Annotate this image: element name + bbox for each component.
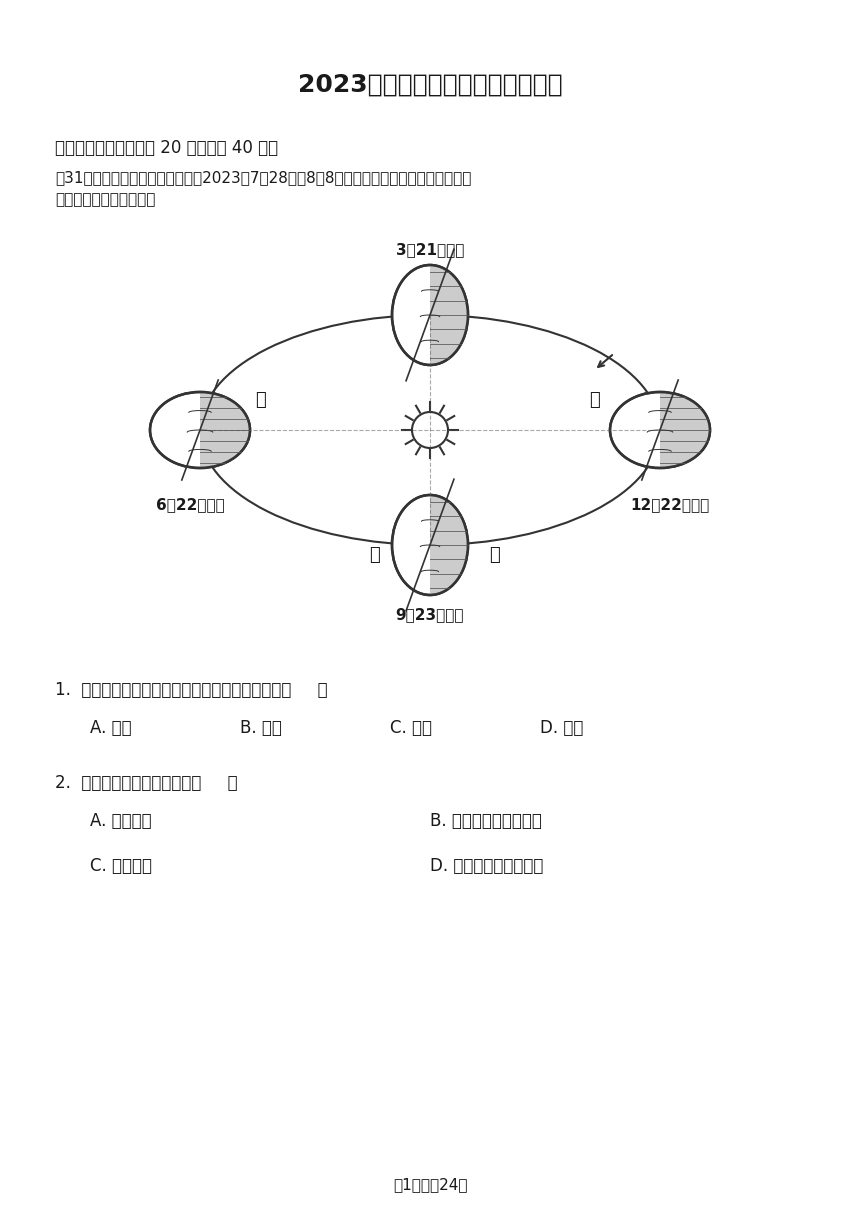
- Text: 意图，据此完成各小题。: 意图，据此完成各小题。: [55, 192, 156, 208]
- Text: 9月23日前后: 9月23日前后: [396, 608, 464, 623]
- Text: D. 昼长达到一年中最长: D. 昼长达到一年中最长: [430, 857, 544, 876]
- Text: 1.  该运动会举办期间，地球运动到公转轨道上的（     ）: 1. 该运动会举办期间，地球运动到公转轨道上的（ ）: [55, 681, 328, 699]
- Text: 第1页，共24页: 第1页，共24页: [393, 1177, 467, 1193]
- Polygon shape: [200, 392, 250, 468]
- Ellipse shape: [392, 495, 468, 595]
- Text: C. 丙段: C. 丙段: [390, 719, 432, 737]
- Text: A. 正值秋季: A. 正值秋季: [90, 812, 151, 831]
- Text: 12月22日前后: 12月22日前后: [630, 497, 710, 512]
- Text: 2.  该运动会举办期间，成都（     ）: 2. 该运动会举办期间，成都（ ）: [55, 775, 237, 792]
- Text: 2023年四川省甘孜州中考地理试卷: 2023年四川省甘孜州中考地理试卷: [298, 73, 562, 97]
- Text: 丙: 丙: [489, 546, 501, 564]
- Polygon shape: [660, 392, 710, 468]
- Text: C. 昼长夜短: C. 昼长夜短: [90, 857, 152, 876]
- Polygon shape: [430, 495, 468, 595]
- Text: 第31届世界大学生夏季运动会将于2023年7月28日至8月8日在成都举办，如图是地球公转示: 第31届世界大学生夏季运动会将于2023年7月28日至8月8日在成都举办，如图是…: [55, 170, 471, 186]
- Text: 甲: 甲: [255, 392, 266, 409]
- Text: 6月22日前后: 6月22日前后: [156, 497, 224, 512]
- Ellipse shape: [150, 392, 250, 468]
- Text: D. 丁段: D. 丁段: [540, 719, 583, 737]
- Text: A. 甲段: A. 甲段: [90, 719, 132, 737]
- Polygon shape: [430, 265, 468, 365]
- Text: 3月21日前后: 3月21日前后: [396, 242, 464, 258]
- Ellipse shape: [392, 265, 468, 365]
- Text: B. 影子达到一年中最长: B. 影子达到一年中最长: [430, 812, 542, 831]
- Text: 丁: 丁: [590, 392, 600, 409]
- Text: B. 乙段: B. 乙段: [240, 719, 282, 737]
- Text: 乙: 乙: [370, 546, 380, 564]
- Ellipse shape: [610, 392, 710, 468]
- Text: 一、单选题（本大题共 20 小题，共 40 分）: 一、单选题（本大题共 20 小题，共 40 分）: [55, 139, 278, 157]
- Circle shape: [412, 412, 448, 447]
